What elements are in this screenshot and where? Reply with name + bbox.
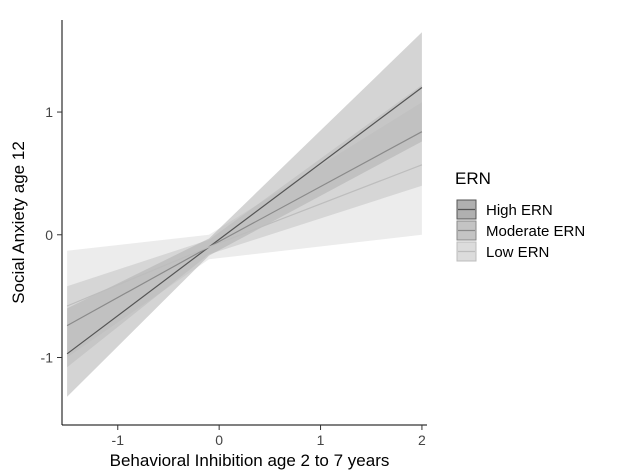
y-tick-label: -1 (41, 350, 54, 366)
y-axis-title: Social Anxiety age 12 (9, 141, 28, 304)
y-tick-label: 1 (45, 104, 53, 120)
y-tick-label: 0 (45, 227, 53, 243)
x-axis-title: Behavioral Inhibition age 2 to 7 years (110, 451, 390, 470)
x-tick-label: 1 (317, 432, 325, 448)
x-tick-label: 0 (215, 432, 223, 448)
legend: ERN High ERN Moderate ERN Low ERN (455, 169, 585, 262)
x-tick-label: 2 (418, 432, 426, 448)
legend-label-moderate-ern: Moderate ERN (486, 223, 585, 240)
legend-item-moderate-ern: Moderate ERN (456, 220, 585, 241)
trend-lines (66, 87, 423, 355)
x-tick-label: -1 (112, 432, 125, 448)
legend-label-high-ern: High ERN (486, 202, 553, 219)
y-axis-ticks: -1 0 1 (41, 104, 62, 366)
line-low-ern (66, 164, 423, 307)
confidence-bands (67, 32, 422, 397)
legend-items: High ERN Moderate ERN Low ERN (456, 199, 585, 262)
legend-item-high-ern: High ERN (456, 199, 553, 220)
x-axis-ticks: -1 0 1 2 (112, 425, 426, 448)
legend-label-low-ern: Low ERN (486, 244, 549, 261)
legend-item-low-ern: Low ERN (456, 241, 549, 262)
band-high-ern (67, 32, 422, 397)
legend-title: ERN (455, 169, 491, 188)
